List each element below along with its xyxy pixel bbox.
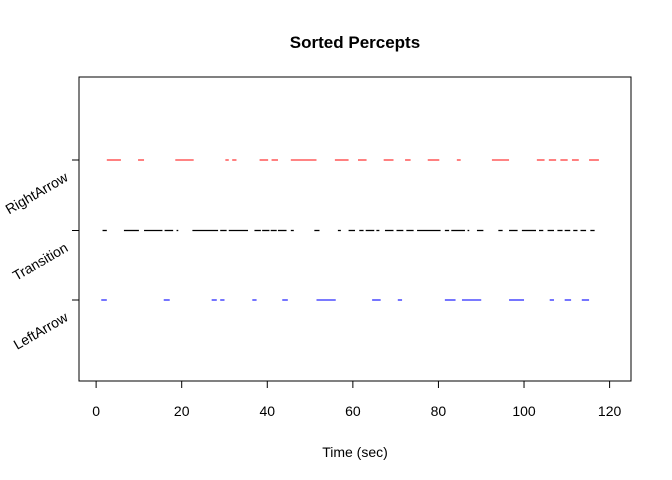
x-tick-label: 120 xyxy=(598,403,622,419)
x-axis: 0 20 40 60 80 100 120 xyxy=(92,380,622,419)
x-tick-label: 100 xyxy=(512,403,536,419)
x-tick-label: 20 xyxy=(174,403,190,419)
y-tick-label: LeftArrow xyxy=(11,308,72,352)
y-tick-label: Transition xyxy=(10,239,71,283)
x-tick-label: 80 xyxy=(431,403,447,419)
x-tick-label: 60 xyxy=(345,403,361,419)
x-tick-label: 0 xyxy=(92,403,100,419)
plot-frame xyxy=(78,76,632,382)
y-axis: LeftArrow Transition RightArrow xyxy=(3,159,80,353)
y-tick-label: RightArrow xyxy=(3,168,72,217)
x-axis-label: Time (sec) xyxy=(322,444,388,460)
chart-title: Sorted Percepts xyxy=(290,33,420,52)
x-tick-label: 40 xyxy=(259,403,275,419)
percept-marks xyxy=(101,159,599,301)
